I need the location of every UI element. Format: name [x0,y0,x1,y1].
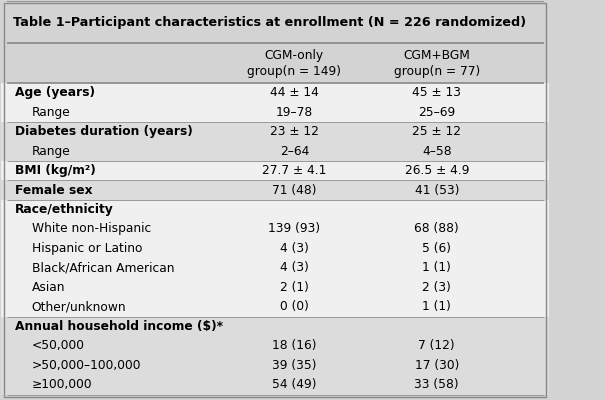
Bar [1,102,549,122]
Text: 27.7 ± 4.1: 27.7 ± 4.1 [262,164,327,177]
Text: 39 (35): 39 (35) [272,359,316,372]
Text: Age (years): Age (years) [15,86,95,99]
Bar [1,1,549,43]
Text: Asian: Asian [31,281,65,294]
Text: 4 (3): 4 (3) [280,262,309,274]
Text: 44 ± 14: 44 ± 14 [270,86,319,99]
Text: 4 (3): 4 (3) [280,242,309,255]
Text: 23 ± 12: 23 ± 12 [270,125,319,138]
Bar [1,141,549,161]
Bar [1,278,549,297]
Text: 71 (48): 71 (48) [272,184,316,196]
Text: 45 ± 13: 45 ± 13 [412,86,461,99]
Text: Other/unknown: Other/unknown [31,300,126,314]
Text: 41 (53): 41 (53) [414,184,459,196]
Text: 7 (12): 7 (12) [419,340,455,352]
Bar [1,375,549,395]
Bar [1,43,549,83]
Text: 18 (16): 18 (16) [272,340,316,352]
Text: 2 (3): 2 (3) [422,281,451,294]
Text: Range: Range [31,144,70,158]
Text: group(n = 149): group(n = 149) [247,65,341,78]
Bar [1,83,549,102]
Text: 68 (88): 68 (88) [414,222,459,236]
Bar [1,317,549,336]
Bar [1,180,549,200]
Text: 25 ± 12: 25 ± 12 [412,125,461,138]
Text: White non-Hispanic: White non-Hispanic [31,222,151,236]
Bar [1,356,549,375]
Text: 139 (93): 139 (93) [269,222,321,236]
Text: Black/African American: Black/African American [31,262,174,274]
Text: 54 (49): 54 (49) [272,378,316,391]
Text: 19–78: 19–78 [276,106,313,118]
Text: 2 (1): 2 (1) [280,281,309,294]
Text: BMI (kg/m²): BMI (kg/m²) [15,164,96,177]
Text: 25–69: 25–69 [418,106,456,118]
Text: Diabetes duration (years): Diabetes duration (years) [15,125,193,138]
Text: 1 (1): 1 (1) [422,262,451,274]
Bar [1,239,549,258]
Bar [1,297,549,317]
Bar [1,200,549,219]
Bar [1,336,549,356]
Bar [1,161,549,180]
Text: 26.5 ± 4.9: 26.5 ± 4.9 [405,164,469,177]
Text: 2–64: 2–64 [280,144,309,158]
Text: ≥100,000: ≥100,000 [31,378,92,391]
Text: Race/ethnicity: Race/ethnicity [15,203,114,216]
Bar [1,219,549,239]
Text: group(n = 77): group(n = 77) [394,65,480,78]
Text: CGM-only: CGM-only [265,48,324,62]
Text: 1 (1): 1 (1) [422,300,451,314]
Text: Table 1–Participant characteristics at enrollment (N = 226 randomized): Table 1–Participant characteristics at e… [13,16,526,29]
Text: 33 (58): 33 (58) [414,378,459,391]
Text: >50,000–100,000: >50,000–100,000 [31,359,141,372]
Text: CGM+BGM: CGM+BGM [404,48,470,62]
Text: 0 (0): 0 (0) [280,300,309,314]
Text: Range: Range [31,106,70,118]
Text: Hispanic or Latino: Hispanic or Latino [31,242,142,255]
Text: 4–58: 4–58 [422,144,451,158]
Text: Annual household income ($)*: Annual household income ($)* [15,320,223,333]
Bar [1,122,549,141]
Bar [1,258,549,278]
Text: 17 (30): 17 (30) [414,359,459,372]
Text: <50,000: <50,000 [31,340,85,352]
Text: Female sex: Female sex [15,184,93,196]
Text: 5 (6): 5 (6) [422,242,451,255]
